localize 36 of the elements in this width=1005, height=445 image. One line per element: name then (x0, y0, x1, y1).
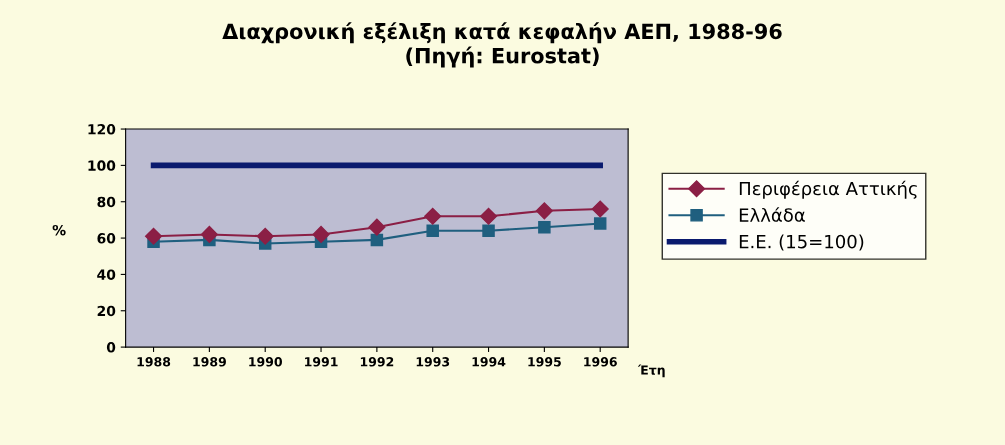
point (312, 225, 330, 243)
point (426, 224, 439, 238)
y-tick-label: 40 (97, 269, 116, 280)
y-tick-label: 80 (97, 196, 116, 208)
y-axis-title: % (52, 224, 66, 236)
x-tick-label: 1993 (416, 357, 450, 367)
y-tick-label: 20 (97, 305, 116, 317)
x-tick-label: 1991 (305, 357, 338, 367)
legend-label: Ελλάδα (739, 207, 805, 222)
point (593, 217, 607, 230)
point (144, 227, 163, 245)
y-tick-label: 120 (88, 124, 116, 135)
point (591, 200, 609, 218)
x-tick-label: 1992 (360, 357, 394, 367)
legend-label: Ε.Ε. (15=100) (739, 234, 864, 251)
y-tick-label: 100 (88, 160, 116, 171)
point (200, 225, 218, 243)
y-tick-label: 0 (106, 342, 116, 353)
point (424, 207, 442, 225)
point (535, 202, 553, 220)
point (479, 207, 498, 225)
x-tick-label: 1988 (137, 357, 171, 367)
point (256, 227, 274, 245)
legend-label: Περιφέρεια Αττικής (739, 180, 917, 199)
point (482, 224, 495, 238)
point (538, 220, 551, 234)
x-tick-label: 1995 (528, 357, 561, 367)
x-tick-label: 1994 (472, 357, 506, 367)
x-tick-label: 1996 (584, 357, 617, 367)
point (368, 218, 386, 236)
y-tick-label: 60 (97, 233, 116, 244)
x-tick-label: 1989 (193, 357, 226, 367)
chart-title: Διαχρονική εξέλιξη κατά κεφαλήν ΑΕΠ, 1988-96 (Πηγή: Eurostat) (222, 22, 782, 68)
x-tick-label: 1990 (249, 357, 283, 367)
point (370, 233, 384, 247)
x-axis-title: Έτη (637, 364, 665, 378)
